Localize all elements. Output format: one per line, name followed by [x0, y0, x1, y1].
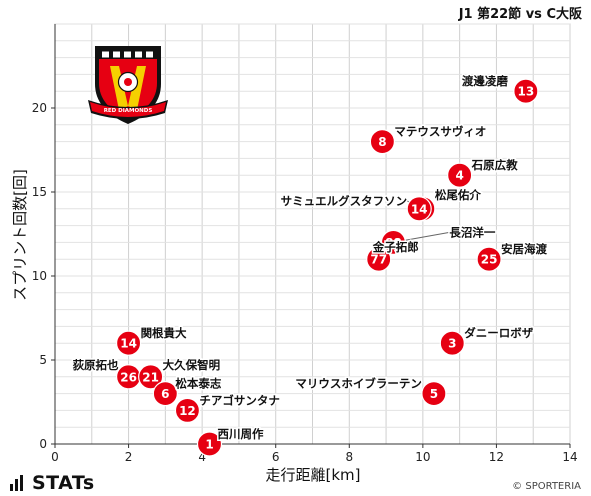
x-axis-label: 走行距離[km]	[265, 466, 360, 484]
player-point	[439, 330, 465, 356]
player-number: 25	[481, 253, 498, 267]
player-point	[366, 246, 392, 272]
player-name-label: 金子拓郎	[372, 240, 419, 254]
player-name-label: 松尾佑介	[435, 188, 481, 202]
brand-label: STATs	[32, 472, 95, 494]
player-number: 6	[161, 387, 169, 401]
player-name-label: マテウスサヴィオ	[394, 125, 486, 139]
player-point	[138, 364, 164, 390]
x-tick-label: 6	[272, 450, 280, 464]
urawa-reds-crest-icon: RED DIAMONDS	[88, 46, 168, 124]
player-name-label: 西川周作	[218, 427, 264, 441]
x-tick-label: 2	[125, 450, 133, 464]
player-number: 3	[448, 337, 456, 351]
player-number: 88	[385, 236, 402, 250]
player-number: 13	[518, 85, 535, 99]
y-axis-label: スプリント回数[回]	[11, 169, 29, 301]
x-tick-label: 10	[415, 450, 430, 464]
player-name-label: 安居海渡	[501, 242, 547, 256]
player-number: 26	[120, 370, 137, 384]
player-name-label: 荻原拓也	[73, 358, 119, 372]
player-point	[476, 246, 502, 272]
player-name-label: 長沼洋一	[449, 225, 495, 239]
player-name-label: サミュエルグスタフソン	[281, 194, 408, 208]
player-number: 1	[205, 438, 213, 452]
x-tick-label: 4	[198, 450, 206, 464]
player-name-label: 関根貴大	[141, 326, 187, 340]
player-point	[174, 397, 201, 423]
player-name-label: ダニーロボザ	[464, 326, 533, 340]
player-point	[369, 129, 395, 155]
player-name-label: 渡邊凌磨	[462, 74, 508, 88]
player-number: 4	[455, 169, 463, 183]
y-tick-label: 15	[32, 185, 47, 199]
player-number: 8	[378, 135, 386, 149]
player-number: 14	[411, 202, 428, 216]
x-tick-label: 14	[562, 450, 577, 464]
player-point	[152, 381, 178, 407]
y-tick-label: 5	[39, 353, 47, 367]
player-point	[447, 162, 473, 188]
player-name-label: チアゴサンタナ	[199, 393, 280, 407]
x-tick-label: 12	[489, 450, 504, 464]
player-number: 14	[120, 337, 137, 351]
player-point	[196, 431, 223, 457]
club-logo: RED DIAMONDS	[88, 46, 168, 124]
chart-title: J1 第22節 vs C大阪	[458, 6, 583, 22]
player-number: 21	[142, 370, 159, 384]
y-tick-label: 20	[32, 101, 47, 115]
player-name-label: 石原広教	[471, 158, 518, 172]
stats-brand: STATs	[10, 472, 95, 494]
player-number: 12	[179, 404, 196, 418]
player-number: 5	[430, 387, 438, 401]
y-tick-label: 10	[32, 269, 47, 283]
player-number: 77	[370, 253, 387, 267]
player-point	[115, 330, 142, 356]
data-points: 13渡邊凌磨8マテウスサヴィオ4石原広教24松尾佑介14サミュエルグスタフソン8…	[71, 73, 549, 457]
player-point	[513, 78, 539, 104]
player-point	[421, 381, 447, 407]
copyright-notice: © SPORTERIA	[512, 481, 581, 492]
player-name-label: 大久保智明	[163, 358, 221, 372]
player-name-label: 松本泰志	[175, 377, 221, 391]
y-tick-label: 0	[39, 437, 47, 451]
player-name-label: マリウスホイブラーテン	[295, 377, 422, 391]
stats-bars-icon	[10, 475, 26, 491]
x-tick-label: 8	[345, 450, 353, 464]
x-tick-label: 0	[51, 450, 59, 464]
logo-text: RED DIAMONDS	[104, 108, 153, 114]
player-point	[380, 229, 407, 255]
player-point	[406, 196, 432, 222]
